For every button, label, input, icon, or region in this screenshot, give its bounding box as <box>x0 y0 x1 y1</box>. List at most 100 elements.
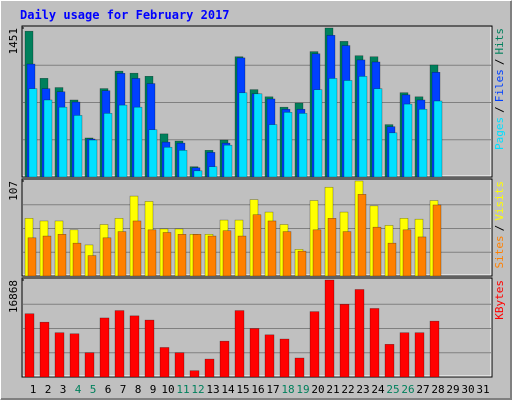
bar <box>388 132 398 178</box>
bar <box>234 310 245 378</box>
x-tick-label: 26 <box>401 383 414 396</box>
bar <box>162 232 172 277</box>
x-tick-label: 5 <box>90 383 97 396</box>
bar <box>298 113 308 178</box>
x-tick-label: 25 <box>386 383 399 396</box>
bar <box>99 317 110 378</box>
x-tick-label: 21 <box>326 383 339 396</box>
bar <box>222 230 232 277</box>
x-tick-label: 28 <box>431 383 444 396</box>
x-tick-label: 2 <box>45 383 52 396</box>
bar <box>193 170 203 178</box>
bar <box>373 88 383 178</box>
bar <box>43 99 53 178</box>
bar <box>189 370 200 378</box>
legend: KBytes <box>493 280 506 320</box>
bar <box>88 139 98 178</box>
bar <box>237 235 247 277</box>
y-tick-label: 1451 <box>7 28 20 55</box>
x-tick-label: 1 <box>30 383 37 396</box>
bar <box>144 319 155 378</box>
bar <box>147 229 157 277</box>
bar <box>72 242 82 277</box>
bar <box>283 112 293 178</box>
bar <box>54 332 65 378</box>
bar <box>24 313 35 378</box>
x-tick-label: 13 <box>206 383 219 396</box>
chart-title: Daily usage for February 2017 <box>20 8 230 22</box>
bar <box>433 100 443 178</box>
x-tick-label: 15 <box>236 383 249 396</box>
bar <box>432 204 442 277</box>
bar <box>268 124 278 178</box>
legend-entry: Sites <box>493 235 506 268</box>
bar <box>324 279 335 378</box>
bar <box>132 220 142 277</box>
bar <box>327 218 337 277</box>
x-tick-label: 19 <box>296 383 309 396</box>
legend: Pages / Files / Hits <box>493 28 506 150</box>
legend-separator: / <box>493 106 506 113</box>
bar <box>84 352 95 378</box>
bar <box>133 106 143 178</box>
bar <box>192 234 202 277</box>
bar <box>372 226 382 277</box>
bar <box>417 236 427 277</box>
bar <box>369 308 380 378</box>
bar <box>342 231 352 277</box>
bar <box>177 234 187 277</box>
x-tick-label: 7 <box>120 383 127 396</box>
bar <box>114 310 125 378</box>
x-tick-label: 9 <box>150 383 157 396</box>
legend-entry: Pages <box>493 117 506 150</box>
bar <box>267 220 277 277</box>
bar <box>282 231 292 277</box>
bar <box>163 146 173 178</box>
legend-separator: / <box>493 225 506 232</box>
bar <box>28 88 38 178</box>
bar <box>264 334 275 378</box>
x-tick-label: 30 <box>461 383 474 396</box>
bar <box>249 328 260 378</box>
bar <box>252 214 262 277</box>
legend-entry: KBytes <box>493 280 506 320</box>
x-tick-label: 24 <box>371 383 385 396</box>
x-tick-label: 3 <box>60 383 67 396</box>
bar <box>328 78 338 178</box>
x-tick-label: 23 <box>356 383 369 396</box>
x-tick-label: 31 <box>476 383 489 396</box>
legend: Sites / Visits <box>493 181 506 269</box>
bar <box>312 229 322 277</box>
bar <box>174 352 185 378</box>
bar <box>117 231 127 277</box>
x-tick-label: 20 <box>311 383 324 396</box>
x-tick-label: 6 <box>105 383 112 396</box>
bar <box>279 338 290 378</box>
bar <box>129 315 140 378</box>
bar <box>208 166 218 178</box>
bar <box>309 311 320 378</box>
bar <box>402 229 412 277</box>
bar <box>313 89 323 178</box>
legend-entry: Hits <box>493 28 506 55</box>
x-tick-label: 12 <box>191 383 204 396</box>
bar <box>387 242 397 277</box>
bar <box>297 250 307 277</box>
bar <box>223 144 233 178</box>
x-tick-label: 4 <box>75 383 82 396</box>
x-tick-label: 22 <box>341 383 354 396</box>
x-tick-label: 14 <box>221 383 235 396</box>
y-tick-label: 16868 <box>7 280 20 313</box>
bar <box>148 129 158 178</box>
bar <box>58 106 68 178</box>
bar <box>118 104 128 178</box>
bar <box>159 347 170 378</box>
bar <box>87 255 97 277</box>
x-tick-label: 16 <box>251 383 264 396</box>
x-tick-label: 27 <box>416 383 429 396</box>
bar <box>178 150 188 178</box>
bar <box>343 80 353 178</box>
bar <box>103 113 113 178</box>
bar <box>57 234 67 277</box>
